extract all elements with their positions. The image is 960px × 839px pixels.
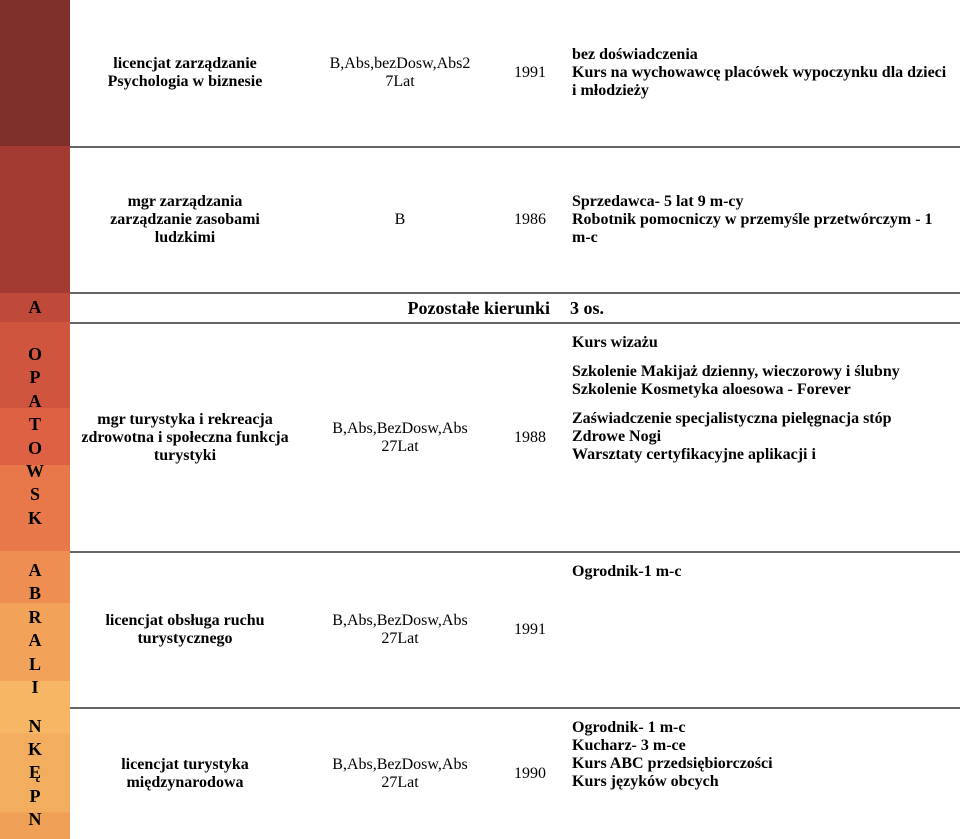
sidebar-letter: L [29,653,41,676]
sidebar-color-cell [0,146,70,292]
sidebar-letter: T [29,413,41,436]
sidebar-letter: P [30,785,41,808]
year-cell: 1991 [500,0,560,146]
sidebar-letter-block: ABRALI [0,551,70,707]
section-header-right: 3 os. [560,294,960,322]
sidebar-letter: Ę [29,761,41,784]
sidebar-letter: K [28,507,42,530]
table-row: licencjat obsługa ruchu turystycznegoB,A… [70,551,960,707]
sidebar-letter: A [29,559,42,582]
sidebar-letter: O [28,343,42,366]
degree-cell: licencjat zarządzaniePsychologia w bizne… [70,0,300,146]
desc-cell: bez doświadczeniaKurs na wychowawcę plac… [560,0,960,146]
sidebar-letter-cell: A [0,293,70,322]
year-cell: 1990 [500,709,560,839]
sidebar-letter: O [28,437,42,460]
year-cell: 1991 [500,553,560,707]
table-row: licencjat zarządzaniePsychologia w bizne… [70,0,960,146]
desc-cell: Ogrodnik-1 m-c [560,553,960,707]
year-cell: 1986 [500,148,560,292]
sidebar-letter: N [29,715,42,738]
degree-cell: mgr turystyka i rekreacjazdrowotna i spo… [70,324,300,551]
code-cell: B,Abs,BezDosw,Abs27Lat [300,324,500,551]
degree-cell: licencjat obsługa ruchu turystycznego [70,553,300,707]
table-row: licencjat turystyka międzynarodowaB,Abs,… [70,707,960,839]
desc-cell: Ogrodnik- 1 m-cKucharz- 3 m-ceKurs ABC p… [560,709,960,839]
sidebar: AOPATOWSKABRALINKĘPN [0,0,70,839]
sidebar-letter: W [26,460,44,483]
sidebar-letter: A [29,390,42,413]
main-content: licencjat zarządzaniePsychologia w bizne… [70,0,960,839]
sidebar-letter: R [29,606,42,629]
table-row: mgr turystyka i rekreacjazdrowotna i spo… [70,322,960,551]
sidebar-letter: A [29,629,42,652]
table-row: mgr zarządzaniazarządzanie zasobami ludz… [70,146,960,292]
desc-cell: Kurs wizażu Szkolenie Makijaż dzienny, w… [560,324,960,551]
sidebar-color-cell [0,0,70,146]
document-table: AOPATOWSKABRALINKĘPN licencjat zarządzan… [0,0,960,839]
degree-cell: licencjat turystyka międzynarodowa [70,709,300,839]
sidebar-letter: S [30,483,40,506]
section-header: Pozostałe kierunki3 os. [70,292,960,322]
code-cell: B,Abs,BezDosw,Abs27Lat [300,709,500,839]
sidebar-letter-block: OPATOWSK [0,322,70,551]
sidebar-letter: P [30,366,41,389]
sidebar-letter: N [29,808,42,831]
section-header-left: Pozostałe kierunki [70,294,560,322]
year-cell: 1988 [500,324,560,551]
code-cell: B,Abs,bezDosw,Abs27Lat [300,0,500,146]
degree-cell: mgr zarządzaniazarządzanie zasobami ludz… [70,148,300,292]
sidebar-letter: K [28,738,42,761]
code-cell: B,Abs,BezDosw,Abs27Lat [300,553,500,707]
sidebar-letter: B [29,582,41,605]
sidebar-letter: I [31,676,38,699]
desc-cell: Sprzedawca- 5 lat 9 m-cyRobotnik pomocni… [560,148,960,292]
code-cell: B [300,148,500,292]
sidebar-letter-block: NKĘPN [0,707,70,839]
sidebar-letter: A [29,296,42,319]
